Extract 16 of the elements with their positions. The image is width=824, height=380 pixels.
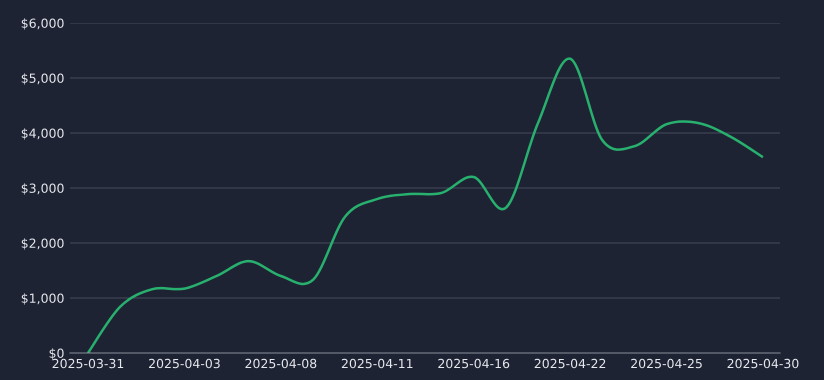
x-tick-label: 2025-04-03 <box>149 358 220 368</box>
y-tick-label: $6,000 <box>22 18 64 30</box>
x-tick-label: 2025-04-16 <box>438 358 510 368</box>
y-tick-label: $0 <box>50 348 64 360</box>
x-tick-label: 2025-04-22 <box>534 358 606 368</box>
y-tick-label: $4,000 <box>22 128 64 140</box>
x-tick-label: 2025-04-30 <box>728 358 798 368</box>
y-tick-label: $1,000 <box>22 293 64 305</box>
x-tick-label: 2025-04-11 <box>342 358 412 368</box>
line-series <box>86 58 764 353</box>
y-tick-label: $3,000 <box>22 183 64 195</box>
x-tick-label: 2025-04-25 <box>631 358 702 368</box>
x-tick-label: 2025-04-08 <box>245 358 316 368</box>
y-tick-label: $2,000 <box>22 238 64 250</box>
y-tick-label: $5,000 <box>22 73 64 85</box>
x-tick-label: 2025-03-31 <box>52 358 124 368</box>
